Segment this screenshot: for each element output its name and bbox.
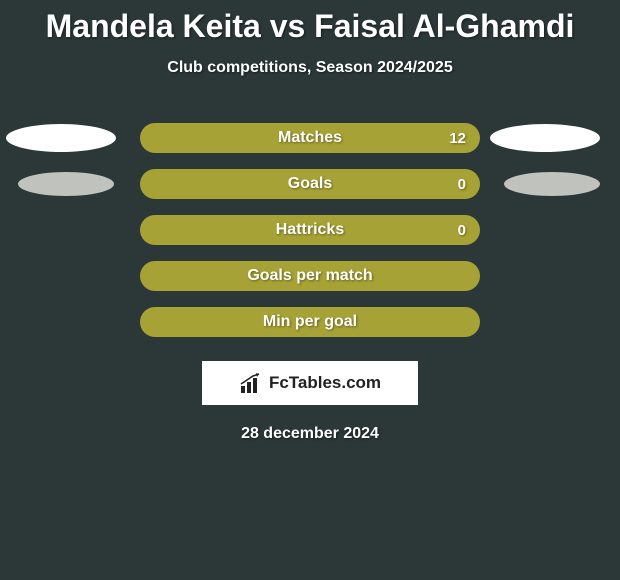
right-player-marker [490,124,600,152]
stat-value: 0 [458,176,466,193]
stat-label: Matches [278,129,342,147]
stat-bar-goals-per-match: Goals per match [140,261,480,291]
page-title: Mandela Keita vs Faisal Al-Ghamdi [0,0,620,45]
stat-value: 12 [449,130,466,147]
stat-label: Goals [288,175,332,193]
brand-logo-box: FcTables.com [202,361,418,405]
stat-bar-hattricks: Hattricks 0 [140,215,480,245]
stat-bar-min-per-goal: Min per goal [140,307,480,337]
chart-row: Goals 0 [0,161,620,207]
chart-row: Min per goal [0,299,620,345]
stat-bar-matches: Matches 12 [140,123,480,153]
right-player-marker [504,172,600,196]
chart-row: Goals per match [0,253,620,299]
chart-icon [239,373,263,393]
left-player-marker [18,172,114,196]
stat-value: 0 [458,222,466,239]
chart-row: Hattricks 0 [0,207,620,253]
stat-bar-goals: Goals 0 [140,169,480,199]
brand-text: FcTables.com [269,373,381,393]
date-text: 28 december 2024 [0,425,620,443]
chart-row: Matches 12 [0,115,620,161]
comparison-chart: Matches 12 Goals 0 Hattricks 0 Goals per… [0,115,620,345]
left-player-marker [6,124,116,152]
stat-label: Hattricks [276,221,344,239]
subtitle: Club competitions, Season 2024/2025 [0,59,620,77]
stat-label: Min per goal [263,313,357,331]
stat-label: Goals per match [247,267,372,285]
